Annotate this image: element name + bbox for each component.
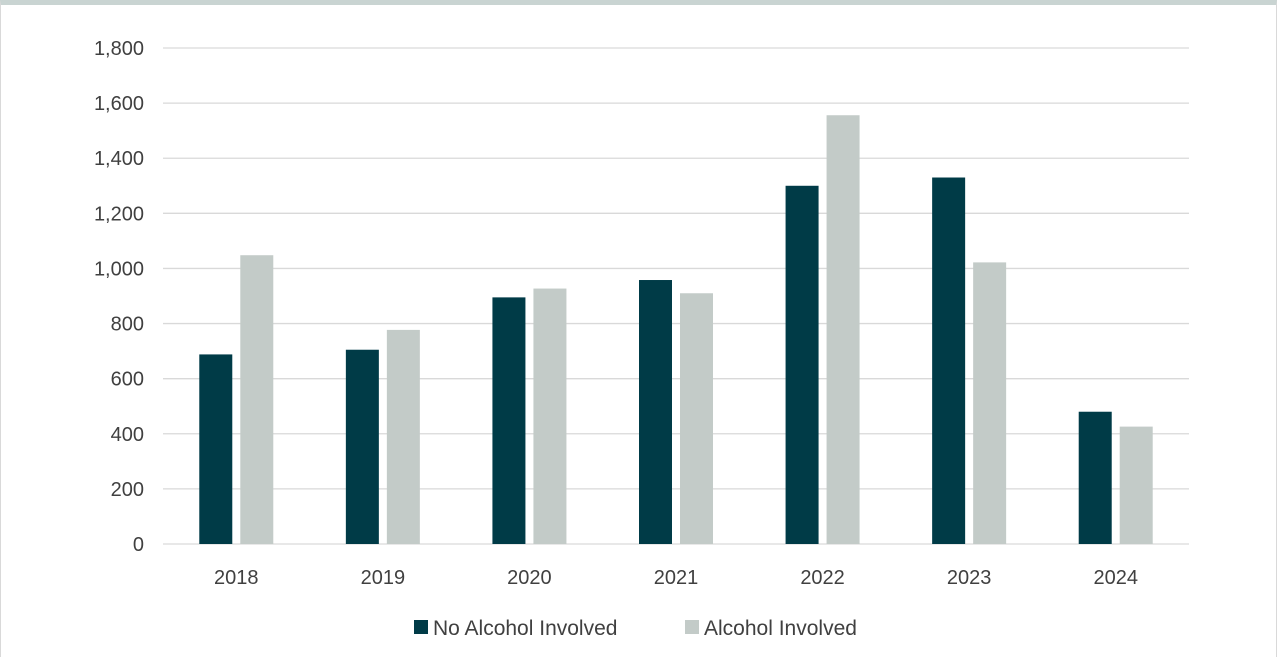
gridlines (163, 47, 1189, 545)
y-tick-label: 600 (111, 369, 144, 391)
legend-item: No Alcohol Involved (414, 617, 617, 640)
x-tick-label: 2020 (507, 567, 552, 589)
y-tick-label: 1,600 (94, 93, 144, 115)
y-tick-label: 1,400 (94, 148, 144, 170)
legend-item: Alcohol Involved (685, 617, 857, 640)
x-tick-label: 2019 (361, 567, 406, 589)
bar-chart: 0 200 400 600 800 1,000 1,200 1,400 1,600 1,800 2… (94, 38, 1189, 640)
x-tick-label: 2018 (214, 567, 259, 589)
legend-label: No Alcohol Involved (433, 617, 617, 640)
bar-2023-no-alcohol (932, 177, 966, 544)
x-axis-ticks: 2018 2019 2020 2021 2022 2023 2024 (214, 567, 1138, 589)
bar-2023-alcohol (973, 262, 1007, 544)
bar-2022-alcohol (826, 115, 860, 544)
legend-label: Alcohol Involved (704, 617, 857, 640)
bar-2018-no-alcohol (199, 354, 233, 544)
bar-2019-no-alcohol (345, 349, 379, 544)
y-tick-label: 200 (111, 479, 144, 501)
x-tick-label: 2024 (1093, 567, 1138, 589)
bar-2020-alcohol (533, 288, 567, 544)
bar-2018-alcohol (240, 255, 274, 544)
x-tick-label: 2023 (947, 567, 992, 589)
bar-2021-no-alcohol (639, 280, 672, 544)
y-axis-ticks: 0 200 400 600 800 1,000 1,200 1,400 1,600 1,800 (94, 38, 144, 556)
bars (199, 115, 1153, 544)
x-tick-label: 2022 (800, 567, 845, 589)
legend-swatch (414, 620, 428, 634)
bar-2022-no-alcohol (785, 185, 819, 544)
y-tick-label: 800 (111, 314, 144, 336)
bar-2020-no-alcohol (492, 297, 526, 544)
legend: No Alcohol Involved Alcohol Involved (414, 617, 857, 640)
y-tick-label: 1,800 (94, 38, 144, 60)
x-tick-label: 2021 (654, 567, 699, 589)
legend-swatch (685, 620, 699, 634)
bar-2024-no-alcohol (1078, 411, 1112, 544)
y-tick-label: 1,200 (94, 203, 144, 225)
y-tick-label: 1,000 (94, 258, 144, 280)
bar-2024-alcohol (1119, 426, 1153, 544)
bar-2021-alcohol (680, 293, 713, 544)
y-tick-label: 400 (111, 424, 144, 446)
y-tick-label: 0 (133, 534, 144, 556)
bar-2019-alcohol (386, 329, 420, 544)
